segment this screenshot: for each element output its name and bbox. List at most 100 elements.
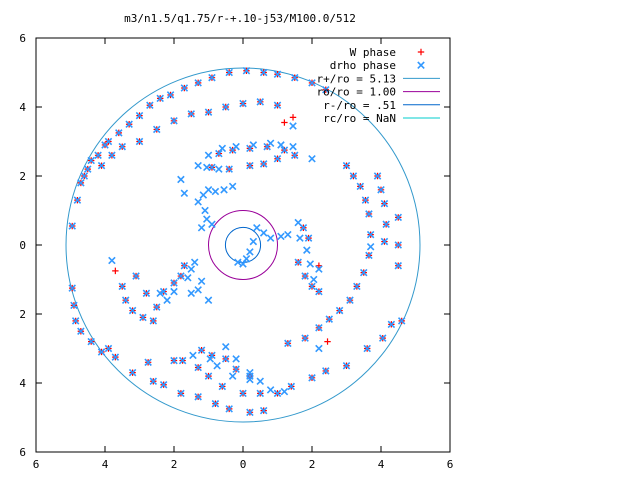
data-point — [373, 172, 382, 180]
data-point — [132, 272, 140, 280]
data-point — [203, 163, 211, 172]
data-point — [232, 365, 240, 373]
data-point — [363, 344, 371, 353]
data-point — [294, 258, 302, 267]
data-point — [228, 182, 237, 191]
data-point — [170, 287, 178, 296]
data-point — [225, 165, 233, 173]
data-point — [315, 265, 323, 273]
data-point — [306, 260, 315, 268]
data-point — [115, 129, 123, 137]
data-point — [221, 343, 230, 351]
axis-ticks — [35, 37, 451, 453]
data-point — [273, 154, 282, 163]
data-point — [68, 284, 76, 292]
data-point — [170, 117, 178, 125]
data-point — [246, 375, 254, 384]
x-axis-tick-labels: 6 4 2 0 2 4 6 — [33, 458, 454, 471]
series-drho-phase — [68, 67, 406, 417]
data-point — [177, 175, 185, 184]
y-tick-label: 6 — [19, 32, 26, 45]
data-point — [128, 306, 137, 315]
data-point — [309, 275, 318, 284]
data-point — [266, 234, 275, 242]
data-point — [104, 137, 113, 146]
data-point — [315, 262, 323, 269]
data-point — [280, 146, 289, 154]
data-point — [256, 389, 265, 398]
data-point — [366, 230, 375, 239]
data-point — [296, 234, 304, 242]
data-point — [163, 296, 171, 304]
data-point — [290, 73, 299, 82]
data-point — [277, 141, 285, 149]
data-point — [239, 260, 247, 268]
data-point — [249, 237, 258, 246]
legend-marker — [417, 61, 425, 69]
data-point — [308, 79, 316, 87]
data-point — [180, 189, 189, 198]
data-point — [68, 222, 76, 230]
data-point — [239, 389, 247, 398]
data-point — [184, 274, 192, 282]
data-point — [166, 91, 175, 99]
data-point — [152, 303, 161, 311]
y-tick-label: 4 — [19, 101, 26, 114]
data-point — [322, 85, 330, 94]
data-point — [177, 272, 185, 280]
data-point — [342, 161, 351, 170]
data-point — [208, 220, 216, 229]
data-point — [303, 246, 311, 254]
data-point — [246, 408, 254, 417]
data-point — [246, 248, 254, 256]
data-point — [194, 198, 202, 206]
legend-label: r+/ro = 5.13 — [317, 72, 396, 85]
data-point — [366, 242, 375, 251]
data-point — [170, 279, 178, 287]
data-point — [325, 315, 334, 323]
data-point — [170, 356, 178, 365]
data-point — [159, 380, 168, 389]
data-point — [213, 361, 221, 370]
data-point — [221, 355, 230, 363]
data-point — [194, 161, 202, 170]
data-point — [365, 210, 373, 218]
data-point — [71, 317, 80, 325]
data-point — [377, 186, 385, 194]
x-tick-label: 6 — [447, 458, 454, 471]
data-point — [294, 218, 302, 227]
data-point — [246, 161, 254, 170]
data-point — [359, 268, 368, 277]
data-point — [189, 351, 197, 360]
data-point — [125, 120, 133, 129]
data-point — [315, 344, 323, 353]
data-point — [361, 196, 370, 204]
data-point — [118, 282, 127, 291]
data-point — [208, 73, 216, 82]
data-point — [259, 406, 268, 415]
y-tick-label: 2 — [19, 170, 26, 183]
x-tick-label: 4 — [378, 458, 385, 471]
data-point — [259, 229, 268, 237]
data-point — [349, 172, 358, 180]
data-point — [97, 161, 106, 170]
data-point — [242, 255, 251, 263]
data-point — [281, 119, 288, 126]
data-point — [70, 301, 78, 310]
data-point — [225, 68, 233, 77]
data-point — [277, 232, 285, 241]
data-point — [97, 348, 106, 356]
legend-label: ro/ro = 1.00 — [317, 86, 396, 99]
data-point — [87, 337, 95, 346]
data-point — [218, 144, 227, 153]
data-point — [197, 346, 206, 354]
data-point — [378, 334, 387, 342]
data-point — [187, 110, 196, 118]
data-point — [135, 137, 144, 146]
data-point — [290, 151, 299, 160]
data-point — [242, 67, 251, 75]
data-point — [194, 286, 202, 294]
data-point — [353, 282, 361, 291]
data-point — [356, 182, 365, 191]
